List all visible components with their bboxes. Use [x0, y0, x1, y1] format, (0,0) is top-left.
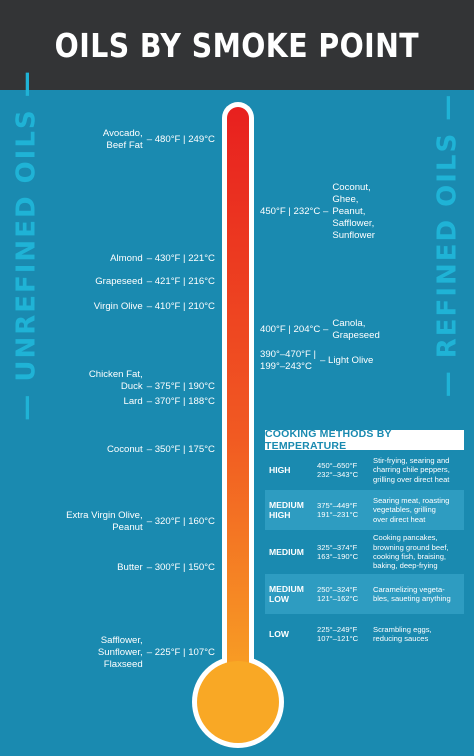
- table-row: MEDIUM 325°–374°F 163°–190°C Cooking pan…: [265, 530, 464, 574]
- table-row: LOW 225°–249°F 107°–121°C Scrambling egg…: [265, 614, 464, 654]
- temp-range: 450°–650°F: [317, 460, 358, 470]
- heat-level: HIGH: [269, 510, 291, 520]
- oil-temp: – 300°F | 150°C: [146, 562, 215, 573]
- method-desc: baking, deep-frying: [373, 561, 438, 571]
- page-title: OILS BY SMOKE POINT: [54, 25, 420, 65]
- oil-temp: 400°F | 204°C –: [260, 324, 329, 335]
- heat-level: LOW: [269, 629, 290, 639]
- oil-temp: – 375°F | 190°C: [146, 381, 215, 392]
- oil-name: Safflower,: [332, 218, 375, 229]
- list-item: 400°F | 204°C – Canola, Grapeseed: [260, 318, 380, 342]
- list-item: 390°–470°F | 199°–243°C – Light Olive: [260, 349, 373, 373]
- oil-name: Peanut,: [332, 206, 366, 217]
- method-desc: bles, saueting anything: [373, 594, 451, 603]
- method-desc: cooking fish, braising,: [373, 552, 447, 561]
- list-item: Chicken Fat, Duck – 375°F | 190°C: [0, 369, 215, 393]
- heat-level: MEDIUM: [269, 584, 304, 594]
- oil-name: Sunflower,: [97, 647, 143, 658]
- oil-temp: – 320°F | 160°C: [146, 516, 215, 527]
- cooking-methods-title: COOKING METHODS BY TEMPERATURE: [265, 428, 464, 452]
- oil-name: Chicken Fat,: [88, 369, 143, 380]
- oil-name: Canola,: [332, 318, 366, 329]
- oil-name: Avocado,: [102, 128, 143, 139]
- temp-range: 225°–249°F: [317, 624, 358, 634]
- oil-name: Coconut,: [332, 182, 371, 193]
- oil-name: Flaxseed: [103, 659, 143, 670]
- oil-name: Grapeseed: [332, 330, 380, 341]
- oil-name: Sunflower: [332, 230, 375, 241]
- oil-temp: – 225°F | 107°C: [146, 647, 215, 658]
- method-desc: Caramelizing vegeta-: [373, 584, 445, 594]
- oil-name: Ghee,: [332, 194, 359, 205]
- oil-name: Virgin Olive: [93, 301, 143, 312]
- heat-level: HIGH: [269, 465, 291, 475]
- temp-range: 232°–343°C: [317, 470, 359, 479]
- list-item: Lard – 370°F | 188°C: [0, 396, 215, 408]
- heat-level: LOW: [269, 594, 290, 604]
- method-desc: charring chile peppers,: [373, 465, 450, 475]
- method-desc: Searing meat, roasting: [373, 495, 450, 505]
- list-item: Avocado, Beef Fat – 480°F | 249°C: [0, 128, 215, 152]
- table-row: HIGH 450°–650°F 232°–343°C Stir-frying, …: [265, 450, 464, 490]
- cooking-methods-table: COOKING METHODS BY TEMPERATURE HIGH 450°…: [265, 428, 464, 654]
- method-desc: over direct heat: [373, 514, 426, 524]
- method-desc: Stir-frying, searing and: [373, 455, 450, 465]
- method-desc: grilling over direct heat: [373, 474, 450, 484]
- heat-level: MEDIUM: [269, 547, 304, 557]
- temp-range: 375°–449°F: [317, 500, 358, 510]
- list-item: Coconut – 350°F | 175°C: [0, 444, 215, 456]
- method-desc: Scrambling eggs,: [373, 624, 432, 634]
- temp-range: 191°–231°C: [317, 510, 359, 519]
- list-item: Extra Virgin Olive, Peanut – 320°F | 160…: [0, 510, 215, 534]
- oil-temp: – 370°F | 188°C: [146, 396, 215, 407]
- temp-range: 107°–121°C: [317, 634, 359, 643]
- method-desc: reducing sauces: [373, 634, 429, 643]
- oil-name: Coconut: [106, 444, 143, 455]
- temp-range: 163°–190°C: [317, 552, 359, 561]
- table-row: MEDIUM LOW 250°–324°F 121°–162°C Caramel…: [265, 574, 464, 614]
- oil-temp: – 421°F | 216°C: [146, 276, 215, 287]
- thermometer-tube-fill: [227, 107, 249, 707]
- table-row: MEDIUM HIGH 375°–449°F 191°–231°C Searin…: [265, 490, 464, 530]
- oil-temp: – 430°F | 221°C: [146, 253, 215, 264]
- oil-temp: 450°F | 232°C –: [260, 206, 329, 217]
- list-item: 450°F | 232°C – Coconut, Ghee, Peanut, S…: [260, 182, 375, 242]
- oil-temp: 199°–243°C: [260, 361, 312, 372]
- heat-level: MEDIUM: [269, 500, 304, 510]
- method-desc: Cooking pancakes,: [373, 533, 438, 543]
- oil-temp: – 410°F | 210°C: [146, 301, 215, 312]
- temp-range: 325°–374°F: [317, 542, 358, 552]
- oil-name: Duck: [120, 381, 143, 392]
- oil-name: – Light Olive: [320, 355, 374, 366]
- oil-temp: – 350°F | 175°C: [146, 444, 215, 455]
- oil-name: Beef Fat: [106, 140, 143, 151]
- method-desc: vegetables, grilling: [373, 505, 436, 515]
- temp-range: 250°–324°F: [317, 584, 358, 594]
- temp-range: 121°–162°C: [317, 594, 359, 603]
- oil-name: Grapeseed: [95, 276, 143, 287]
- list-item: Safflower, Sunflower, Flaxseed – 225°F |…: [0, 635, 215, 671]
- list-item: Virgin Olive – 410°F | 210°C: [0, 301, 215, 313]
- list-item: Butter – 300°F | 150°C: [0, 562, 215, 574]
- oil-name: Extra Virgin Olive,: [66, 510, 143, 521]
- oil-name: Lard: [123, 396, 143, 407]
- oil-name: Butter: [117, 562, 143, 573]
- method-desc: browning ground beef,: [373, 542, 449, 552]
- oil-name: Safflower,: [100, 635, 143, 646]
- oil-name: Peanut: [112, 522, 143, 533]
- oil-temp: 390°–470°F |: [260, 349, 317, 360]
- list-item: Almond – 430°F | 221°C: [0, 253, 215, 265]
- oil-name: Almond: [110, 253, 143, 264]
- header-bar: OILS BY SMOKE POINT: [0, 0, 474, 90]
- oil-temp: – 480°F | 249°C: [146, 134, 215, 145]
- list-item: Grapeseed – 421°F | 216°C: [0, 276, 215, 288]
- thermometer-bulb-fill: [197, 661, 279, 743]
